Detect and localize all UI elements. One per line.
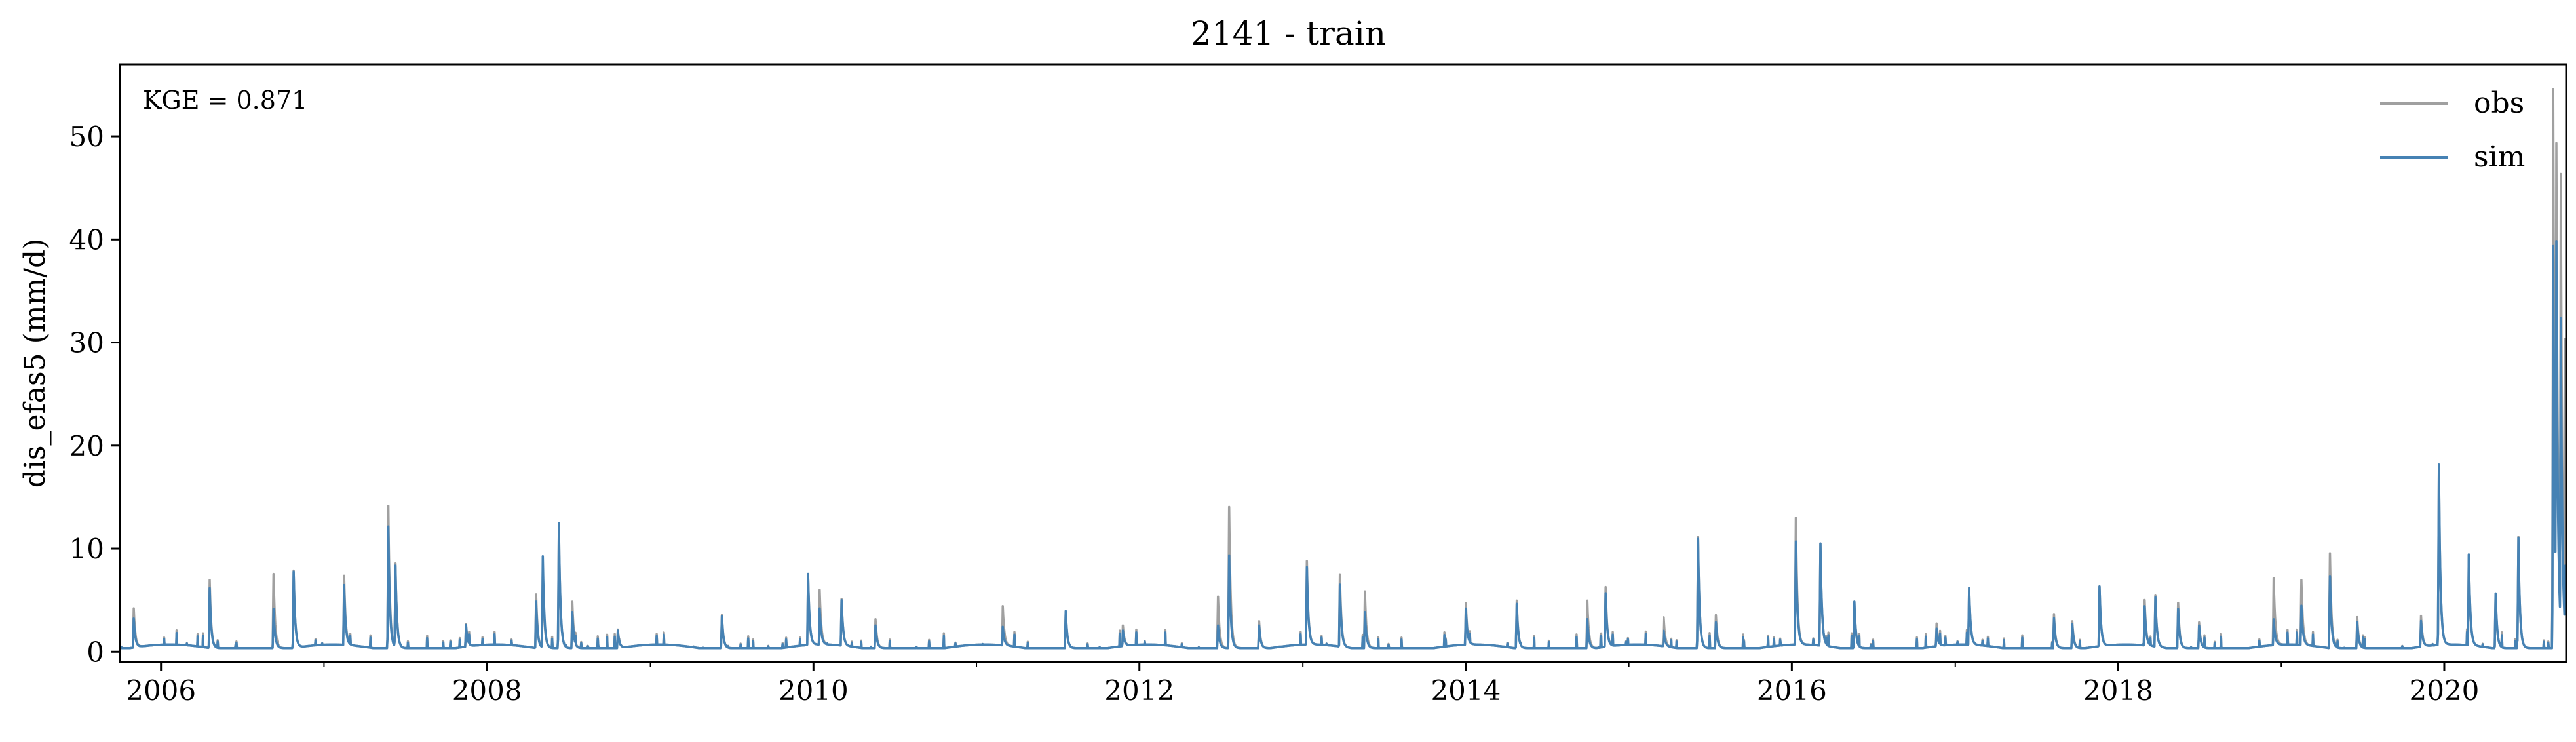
chart-title: 2141 - train bbox=[1191, 14, 1386, 52]
series-line-sim bbox=[119, 239, 2567, 650]
y-tick-label: 10 bbox=[69, 533, 104, 565]
x-tick-label: 2008 bbox=[452, 674, 522, 707]
y-tick-label: 50 bbox=[69, 121, 104, 153]
x-tick-label: 2006 bbox=[126, 674, 196, 707]
series-layer bbox=[119, 88, 2567, 650]
y-tick-label: 20 bbox=[69, 430, 104, 462]
plot-frame bbox=[119, 63, 2567, 663]
y-axis-label: dis_efas5 (mm/d) bbox=[18, 239, 52, 488]
y-tick-label: 40 bbox=[69, 224, 104, 256]
axes-layer: 0 10 20 30 40 50 2006 2008 2010 2012 2014 2016 2018 2… bbox=[69, 121, 2480, 707]
y-tick-label: 0 bbox=[87, 636, 104, 668]
legend-sim-label: sim bbox=[2474, 140, 2525, 174]
kge-annotation: KGE = 0.871 bbox=[143, 86, 307, 115]
x-tick-label: 2020 bbox=[2410, 674, 2480, 707]
x-tick-label: 2016 bbox=[1757, 674, 1827, 707]
y-tick-label: 30 bbox=[69, 327, 104, 359]
x-tick-label: 2014 bbox=[1431, 674, 1501, 707]
x-tick-label: 2012 bbox=[1104, 674, 1174, 707]
legend-obs-label: obs bbox=[2474, 87, 2524, 120]
x-tick-label: 2018 bbox=[2083, 674, 2153, 707]
legend: obs sim bbox=[2380, 87, 2525, 174]
x-tick-label: 2010 bbox=[779, 674, 849, 707]
